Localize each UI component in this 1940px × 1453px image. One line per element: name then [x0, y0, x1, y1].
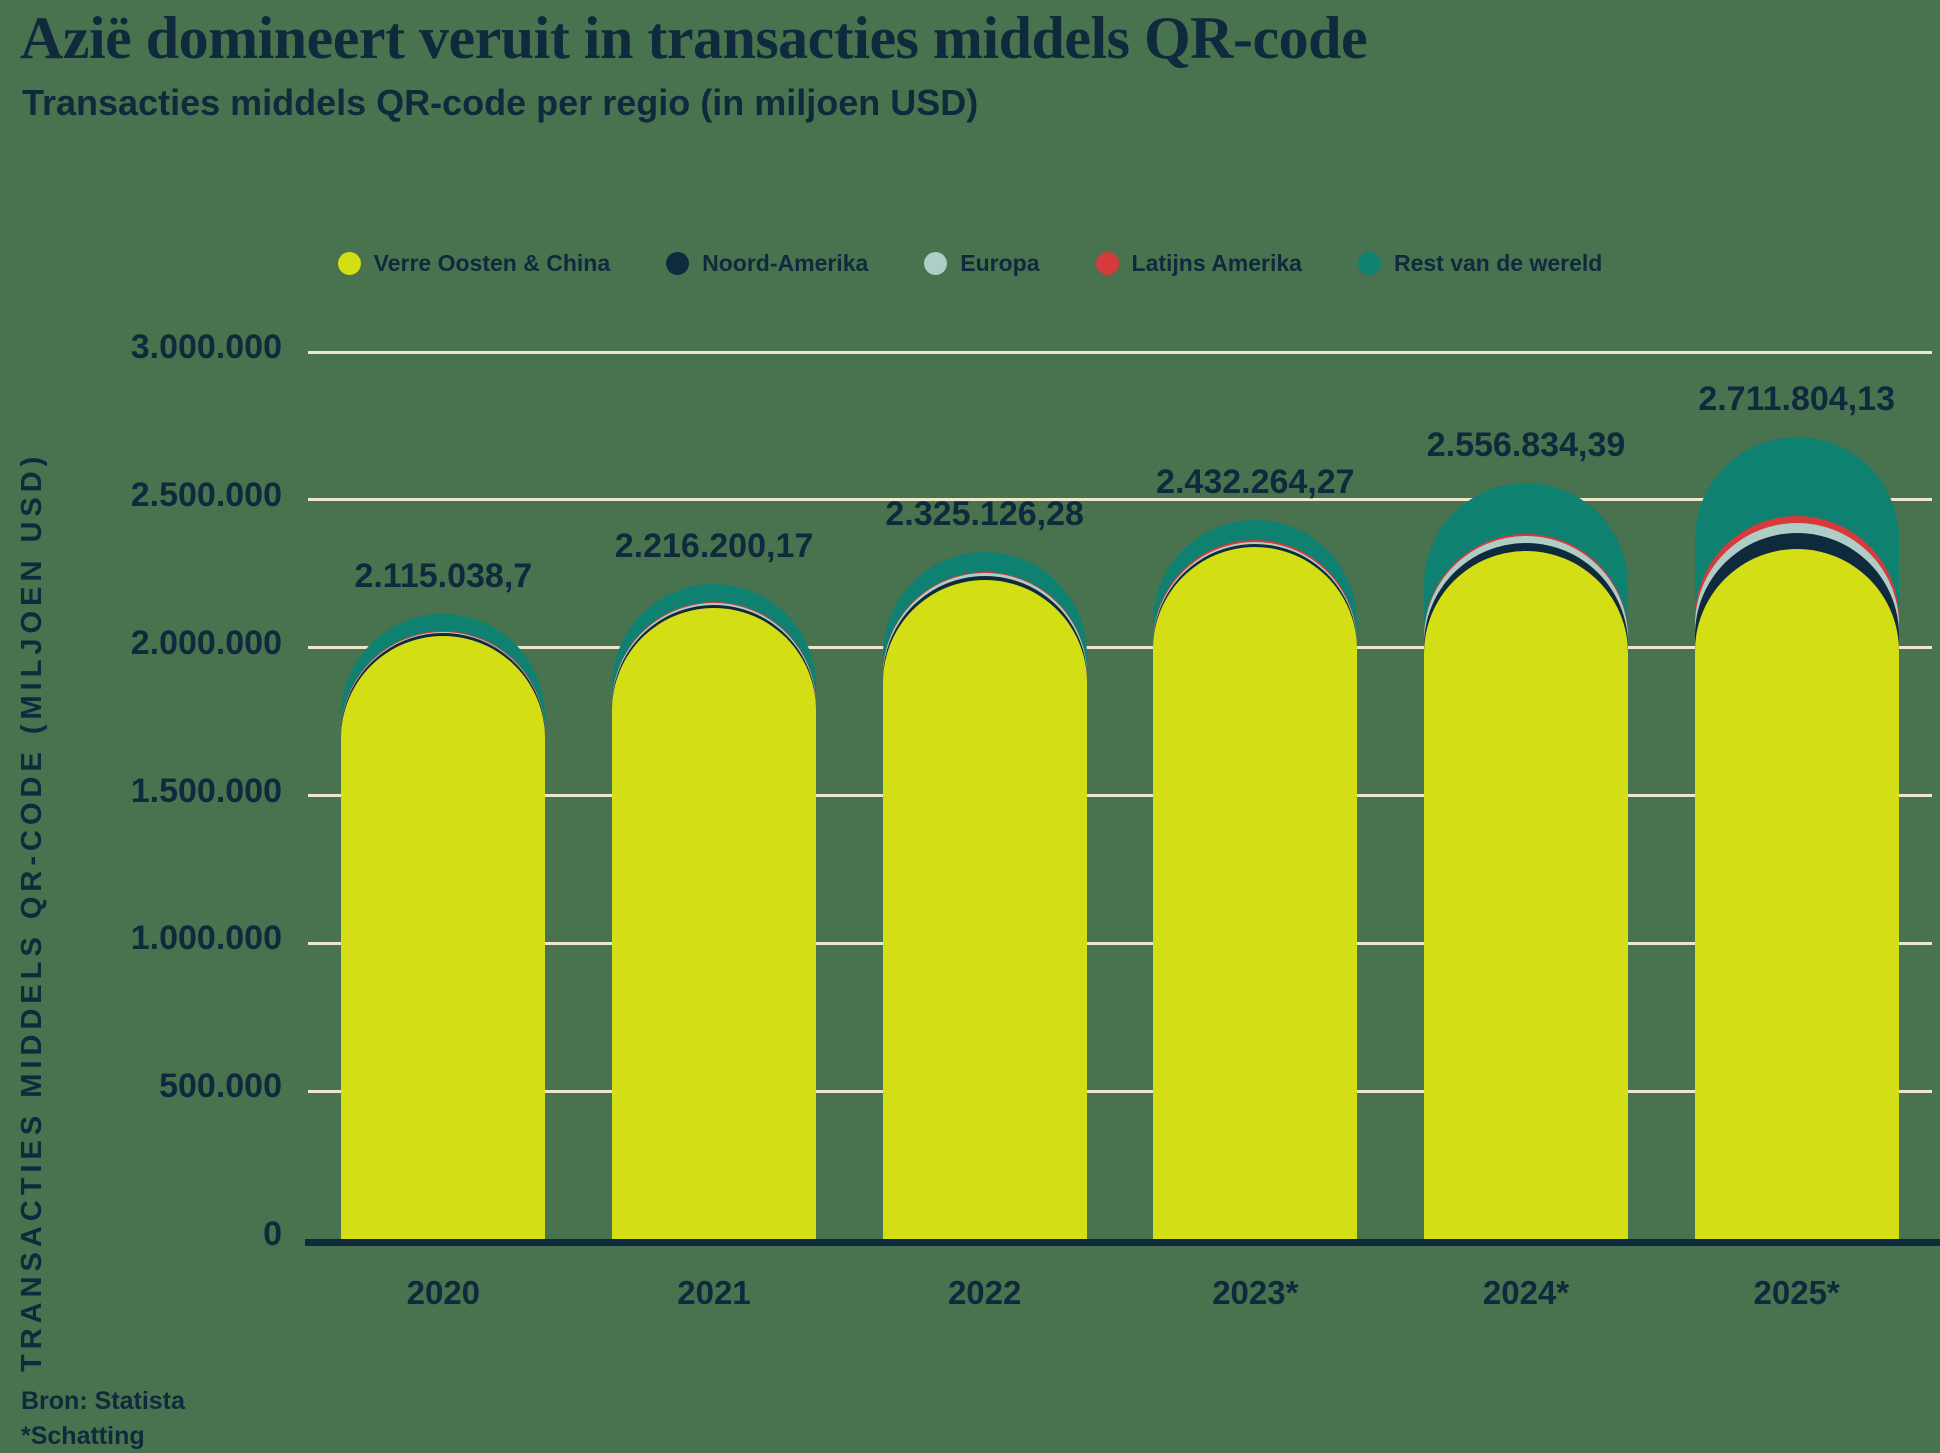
x-tick-label-2024*: 2024* — [1483, 1274, 1569, 1312]
legend-item-latin_america: Latijns Amerika — [1096, 250, 1302, 277]
y-tick-label: 2.000.000 — [0, 624, 282, 668]
legend-item-far_east: Verre Oosten & China — [338, 250, 610, 277]
page-subtitle: Transacties middels QR-code per regio (i… — [22, 82, 978, 124]
legend-label: Latijns Amerika — [1132, 250, 1302, 277]
bar-2021 — [612, 352, 816, 1239]
segment-verre-oosten-china — [883, 580, 1087, 1239]
gridline-3.000.000 — [308, 351, 1932, 354]
segment-verre-oosten-china — [1153, 547, 1357, 1239]
legend-label: Noord-Amerika — [702, 250, 868, 277]
legend-label: Rest van de wereld — [1394, 250, 1602, 277]
legend-dot-rest_of_world-icon — [1358, 252, 1381, 275]
legend-dot-far_east-icon — [338, 252, 361, 275]
source-note: Bron: Statista *Schatting — [21, 1384, 185, 1453]
bar-2024* — [1424, 352, 1628, 1239]
bar-2020 — [341, 352, 545, 1239]
y-tick-label: 2.500.000 — [0, 476, 282, 520]
segment-verre-oosten-china — [612, 608, 816, 1239]
x-tick-label-2020: 2020 — [407, 1274, 480, 1312]
x-tick-label-2023*: 2023* — [1212, 1274, 1298, 1312]
value-label-2022: 2.325.126,28 — [885, 495, 1084, 534]
x-tick-label-2021: 2021 — [677, 1274, 750, 1312]
value-label-2024*: 2.556.834,39 — [1427, 426, 1626, 465]
bar-2025* — [1695, 352, 1899, 1239]
gridline-2.500.000 — [308, 498, 1932, 501]
estimate-note: *Schatting — [21, 1419, 185, 1453]
value-label-2025*: 2.711.804,13 — [1698, 380, 1895, 419]
legend: Verre Oosten & China Noord-Amerika Europa L… — [0, 250, 1940, 277]
bar-2022 — [883, 352, 1087, 1239]
y-tick-label: 500.000 — [0, 1067, 282, 1111]
value-label-2021: 2.216.200,17 — [615, 527, 814, 566]
y-tick-label: 1.000.000 — [0, 919, 282, 963]
y-tick-label: 3.000.000 — [0, 328, 282, 372]
segment-verre-oosten-china — [1424, 551, 1628, 1239]
page-title: Azië domineert veruit in transacties mid… — [20, 2, 1367, 74]
legend-item-north_america: Noord-Amerika — [666, 250, 868, 277]
segment-verre-oosten-china — [341, 636, 545, 1239]
y-tick-label: 1.500.000 — [0, 772, 282, 816]
source-line: Bron: Statista — [21, 1384, 185, 1419]
gridline-1.000.000 — [308, 942, 1932, 945]
gridline-2.000.000 — [308, 646, 1932, 649]
legend-item-rest_of_world: Rest van de wereld — [1358, 250, 1602, 277]
value-label-2020: 2.115.038,7 — [354, 557, 532, 596]
legend-dot-europe-icon — [924, 252, 947, 275]
y-tick-label: 0 — [0, 1215, 282, 1259]
legend-dot-latin_america-icon — [1096, 252, 1119, 275]
legend-label: Europa — [960, 250, 1039, 277]
legend-label: Verre Oosten & China — [374, 250, 610, 277]
x-tick-label-2022: 2022 — [948, 1274, 1021, 1312]
x-axis-line — [305, 1239, 1940, 1246]
legend-item-europe: Europa — [924, 250, 1039, 277]
gridline-1.500.000 — [308, 794, 1932, 797]
segment-verre-oosten-china — [1695, 549, 1899, 1239]
legend-dot-north_america-icon — [666, 252, 689, 275]
value-label-2023*: 2.432.264,27 — [1156, 463, 1355, 502]
gridline-500.000 — [308, 1090, 1932, 1093]
x-axis-labels: 2020 2021 2022 2023* 2024* 2025* — [308, 1274, 1932, 1318]
plot-area: 2.115.038,7 2.216.200,17 2.325.126,28 2.432… — [308, 352, 1932, 1239]
x-tick-label-2025*: 2025* — [1754, 1274, 1840, 1312]
